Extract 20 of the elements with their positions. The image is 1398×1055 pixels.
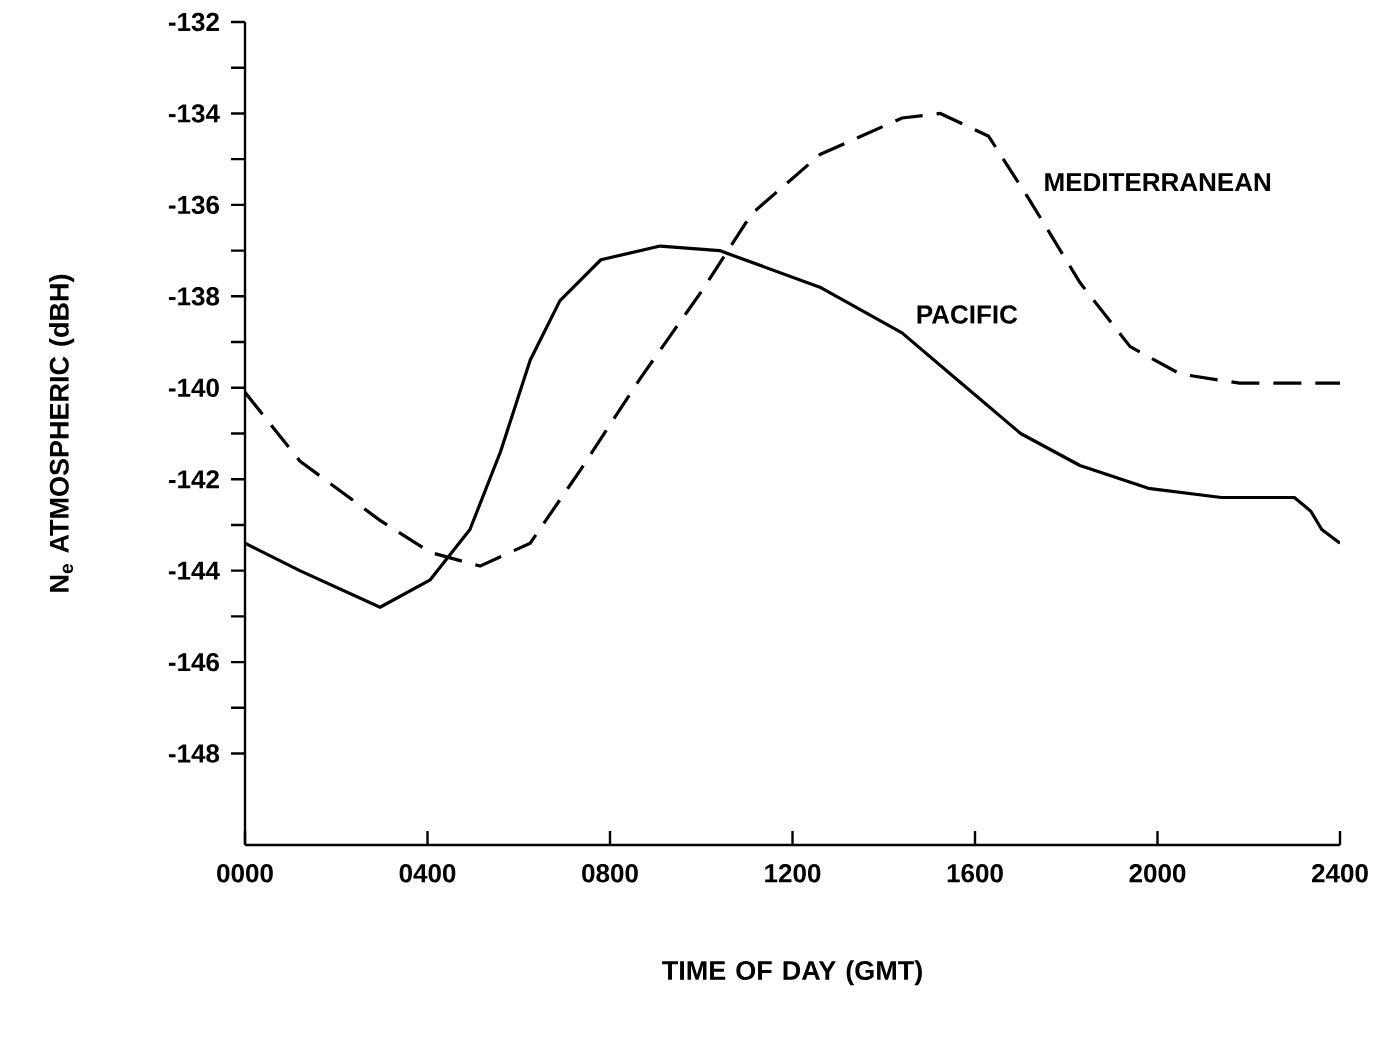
- y-tick-label: -140: [168, 378, 219, 397]
- x-tick-label: 2000: [1129, 864, 1186, 883]
- y-tick-label: -148: [168, 744, 220, 763]
- y-tick-label: -146: [168, 652, 219, 672]
- x-tick-label: 2400: [1311, 864, 1368, 883]
- y-tick-label: -142: [168, 470, 219, 489]
- x-tick-label: 0000: [217, 864, 273, 883]
- y-axis-title: N$_{e}$ ATMOSPHERIC (dBH): [49, 274, 75, 592]
- y-tick-label: -134: [168, 104, 220, 123]
- x-tick-label: 1200: [765, 864, 821, 883]
- series-label: MEDITERRANEAN: [1045, 173, 1271, 192]
- y-tick-label: -144: [168, 561, 220, 580]
- x-axis-title: TIME OF DAY (GMT): [662, 960, 922, 986]
- y-tick-label: -132: [168, 12, 219, 32]
- x-tick-label: 1600: [947, 864, 1003, 883]
- series-label: PACIFIC: [917, 305, 1018, 324]
- x-tick-label: 0400: [399, 864, 456, 883]
- y-tick-label: -136: [168, 195, 219, 215]
- y-tick-label: -138: [168, 287, 220, 306]
- x-tick-label: 0800: [582, 864, 638, 883]
